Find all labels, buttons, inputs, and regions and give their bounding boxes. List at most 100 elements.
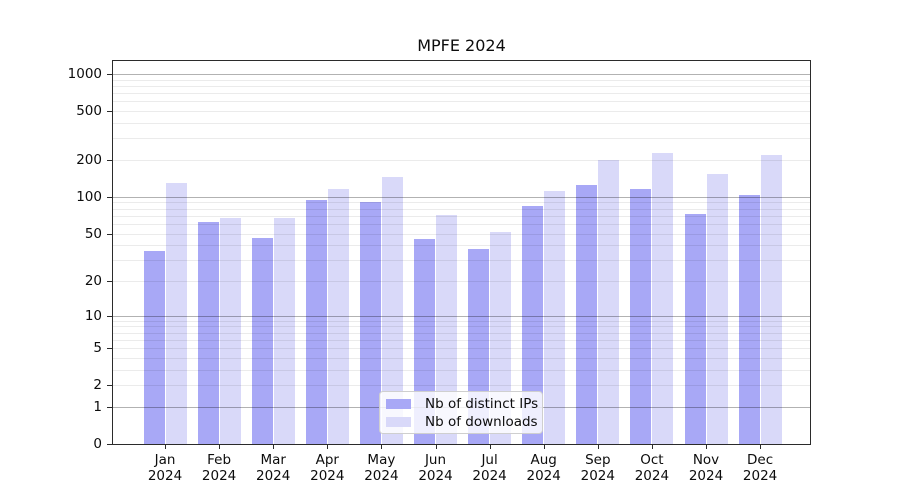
x-tick-label-line: May	[367, 452, 396, 468]
y-tick-mark	[107, 111, 112, 113]
x-tick-label-line: 2024	[201, 468, 237, 484]
y-tick-label: 2	[93, 377, 102, 394]
y-tick-mark	[107, 196, 112, 198]
gridline-minor	[113, 123, 810, 124]
x-tick-label: Dec 2024	[728, 452, 792, 484]
x-tick-label: Oct 2024	[620, 452, 684, 484]
bar-distinct-ips	[576, 184, 598, 444]
y-tick-mark	[107, 233, 112, 235]
x-tick-label-line: Jan	[154, 452, 176, 468]
gridline-minor	[113, 281, 810, 282]
x-axis: Jan 2024 Feb 2024 Mar 2024 Apr 2024 May 2024 Jun 20…	[113, 445, 810, 495]
plot-area: Nb of distinct IPs Nb of downloads	[112, 60, 811, 445]
bar-downloads	[219, 218, 241, 444]
gridline-minor	[113, 101, 810, 103]
gridline-major	[113, 315, 810, 317]
legend-label: Nb of downloads	[425, 414, 538, 430]
x-tick-label-line: 2024	[256, 468, 291, 484]
x-tick-mark	[219, 445, 221, 449]
x-tick-label-line: Aug	[530, 452, 557, 468]
y-tick-label: 100	[76, 188, 102, 205]
x-tick-label-line: 2024	[147, 468, 183, 484]
x-tick-mark	[651, 445, 653, 449]
y-tick-label: 20	[84, 273, 102, 289]
x-tick-label: Feb 2024	[187, 452, 251, 484]
x-tick-mark	[760, 445, 762, 449]
x-tick-label-line: Apr	[315, 452, 339, 468]
x-tick-label-line: 2024	[364, 468, 399, 484]
legend: Nb of distinct IPs Nb of downloads	[379, 391, 543, 434]
bar-distinct-ips	[684, 214, 706, 444]
x-tick-label-line: 2024	[310, 468, 345, 484]
gridline-minor	[113, 79, 810, 81]
bar-downloads	[381, 177, 403, 444]
y-tick-label: 1000	[67, 66, 102, 82]
x-tick-label-line: 2024	[526, 468, 561, 484]
gridline-minor	[113, 320, 810, 322]
legend-item: Nb of distinct IPs	[386, 395, 542, 413]
y-tick-mark	[107, 160, 112, 161]
x-tick-label-line: Mar	[260, 452, 286, 468]
x-tick-mark	[165, 445, 166, 449]
y-tick-mark	[107, 385, 112, 387]
x-tick-label: May 2024	[349, 452, 413, 484]
gridline-minor	[113, 332, 810, 334]
x-tick-label-line: 2024	[742, 468, 778, 484]
legend-swatch-downloads	[386, 417, 411, 427]
legend-label: Nb of distinct IPs	[425, 396, 539, 412]
y-tick-label: 10	[84, 307, 102, 324]
y-tick-mark	[107, 444, 112, 445]
x-tick-mark	[543, 445, 545, 449]
y-tick-label: 1	[93, 398, 102, 415]
y-tick-label: 5	[93, 340, 102, 357]
y-tick-label: 0	[93, 436, 102, 452]
y-tick-mark	[107, 281, 112, 282]
bar-distinct-ips	[359, 201, 381, 444]
y-tick-label: 50	[84, 225, 102, 242]
gridline-minor	[113, 369, 810, 371]
gridline-minor	[113, 208, 810, 210]
gridline-minor	[113, 160, 810, 161]
bar-distinct-ips	[738, 194, 760, 444]
gridline-minor	[113, 202, 810, 204]
gridline-minor	[113, 357, 810, 359]
x-tick-label-line: Feb	[207, 452, 232, 468]
x-tick-label: Aug 2024	[512, 452, 576, 484]
x-tick-label: Jun 2024	[404, 452, 468, 484]
x-tick-label-line: Jul	[481, 452, 498, 468]
x-tick-mark	[273, 445, 275, 449]
gridline-minor	[113, 223, 810, 225]
grid-layer	[113, 61, 810, 444]
y-tick-mark	[107, 406, 112, 408]
y-tick-mark	[107, 315, 112, 317]
bar-distinct-ips	[197, 222, 219, 444]
x-tick-label: Nov 2024	[674, 452, 738, 484]
bar-distinct-ips	[522, 206, 544, 444]
gridline-minor	[113, 215, 810, 217]
x-tick-mark	[489, 445, 491, 449]
bar-downloads	[327, 189, 349, 444]
gridline-minor	[113, 339, 810, 341]
x-tick-label-line: 2024	[472, 468, 507, 484]
bar-downloads	[760, 154, 782, 444]
chart-title: MPFE 2024	[417, 36, 506, 55]
x-tick-label: Jan 2024	[133, 452, 197, 484]
bar-distinct-ips	[630, 189, 652, 444]
gridline-minor	[113, 385, 810, 387]
bar-downloads	[544, 190, 566, 444]
legend-swatch-distinct-ips	[386, 399, 411, 409]
x-tick-mark	[435, 445, 437, 449]
gridline-minor	[113, 348, 810, 350]
gridline-minor	[113, 111, 810, 113]
bar-downloads	[598, 160, 620, 444]
x-tick-label: Apr 2024	[295, 452, 359, 484]
y-tick-mark	[107, 348, 112, 350]
x-tick-label: Mar 2024	[241, 452, 305, 484]
bar-distinct-ips	[305, 200, 327, 444]
y-axis: 1000 500 200 100 50 20 10 5 2 1 0	[0, 61, 112, 452]
bar-distinct-ips	[251, 237, 273, 444]
x-tick-label-line: Nov	[692, 452, 720, 468]
x-tick-label-line: 2024	[634, 468, 670, 484]
x-tick-label-line: Sep	[585, 452, 611, 468]
bar-downloads	[706, 173, 728, 444]
